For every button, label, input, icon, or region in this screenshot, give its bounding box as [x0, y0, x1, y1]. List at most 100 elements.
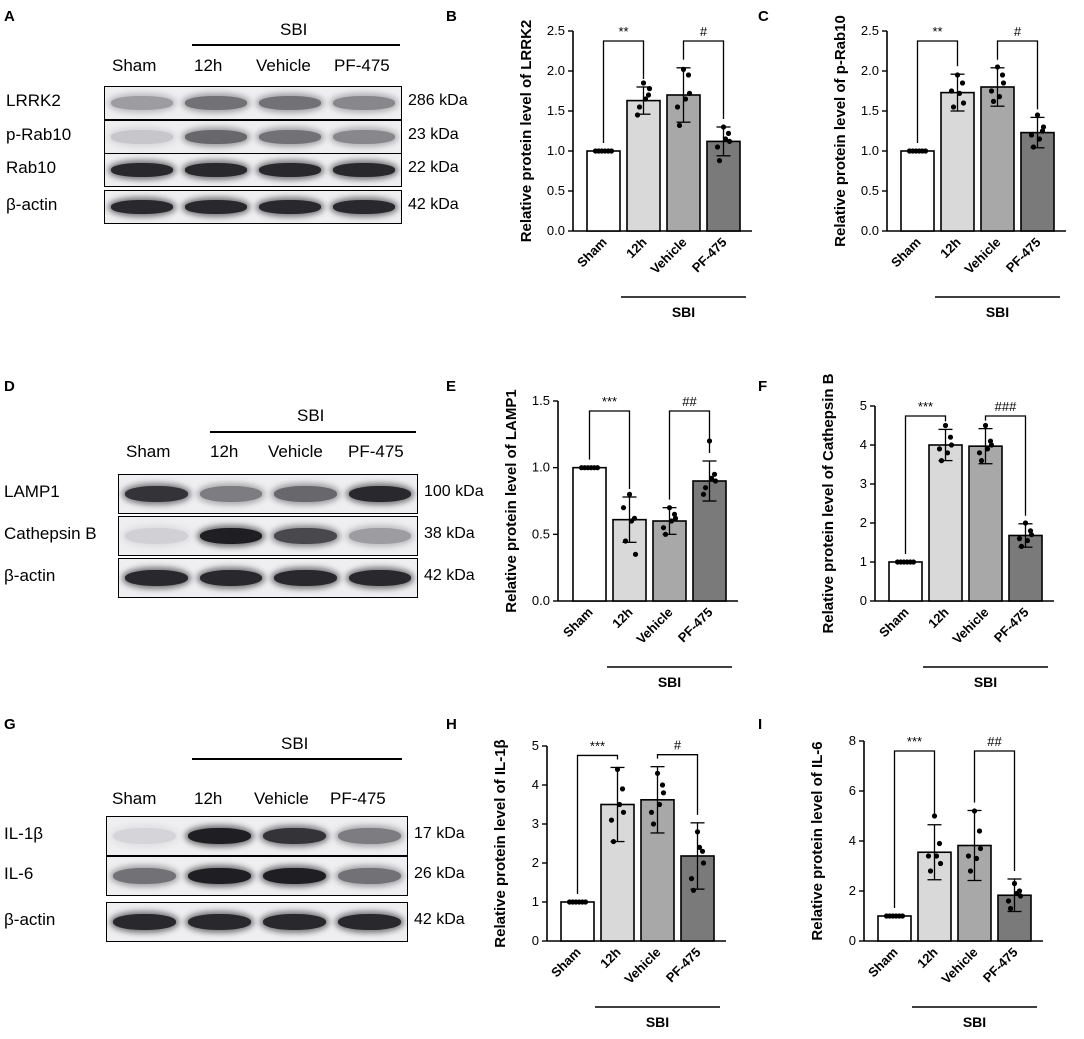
data-point [694, 829, 701, 835]
data-point [620, 809, 627, 815]
significance-bracket [904, 415, 947, 554]
y-tick-label: 1.5 [861, 103, 879, 118]
x-tick-label: Sham [865, 945, 901, 981]
data-point [636, 104, 643, 110]
data-point [722, 136, 729, 142]
y-axis-label: Relative protein level of LRRK2 [518, 20, 535, 243]
data-point [967, 868, 974, 874]
data-point [702, 485, 709, 491]
data-point [976, 828, 983, 834]
data-point [642, 96, 649, 102]
bar [968, 445, 1003, 602]
data-point [712, 478, 719, 484]
y-tick-label: 2 [532, 855, 539, 870]
data-point [1022, 520, 1029, 526]
significance-bracket [656, 754, 699, 815]
data-point [594, 465, 601, 471]
y-tick-label: 1 [532, 894, 539, 909]
significance-label: ### [995, 399, 1017, 414]
blot-kda-label: 17 kDa [414, 825, 465, 842]
blot-lane-label: Vehicle [254, 789, 309, 808]
bar [877, 915, 912, 942]
blot-band [338, 867, 401, 885]
blot-band [338, 827, 401, 845]
blot-lane-label: PF-475 [330, 789, 386, 808]
blot-band [338, 913, 401, 931]
data-point [696, 844, 703, 850]
data-point [626, 491, 633, 497]
western-blot-d: SBI Sham 12h Vehicle PF-475 LAMP1 100 kDa Cathe… [0, 370, 484, 610]
data-point [671, 511, 678, 517]
blot-group-line [210, 431, 416, 433]
blot-lane-label: 12h [210, 442, 239, 461]
data-point [925, 853, 932, 859]
y-tick-label: 4 [849, 833, 856, 848]
y-tick-label: 0.0 [861, 223, 879, 238]
panel-letter-d: D [4, 378, 15, 395]
western-blot-a: SBI Sham 12h Vehicle PF-475 LRRK2 286 kDa p-Rab… [0, 0, 468, 240]
data-point [1017, 893, 1024, 899]
data-point [978, 458, 985, 464]
y-tick-label: 2.5 [547, 23, 565, 38]
y-tick-label: 0 [532, 933, 539, 948]
data-point [622, 538, 629, 544]
data-point [690, 887, 697, 893]
bar [957, 844, 992, 942]
x-tick-label: PF-475 [980, 945, 1021, 986]
blot-row-label: Cathepsin B [4, 524, 97, 543]
data-point [656, 801, 663, 808]
data-point [711, 471, 718, 477]
data-point [1030, 144, 1037, 150]
group-label: SBI [672, 304, 695, 320]
significance-label: # [700, 24, 708, 39]
data-point [660, 790, 667, 796]
data-point [1034, 112, 1041, 118]
blot-strip [118, 558, 418, 598]
blot-kda-label: 23 kDa [408, 126, 459, 143]
blot-lane-label: Vehicle [268, 442, 323, 461]
y-axis-label: Relative protein level of p-Rab10 [832, 15, 849, 247]
data-point [720, 124, 727, 130]
blot-band [113, 827, 176, 845]
data-point [988, 442, 995, 448]
data-point [640, 80, 647, 86]
blot-band [125, 527, 188, 545]
x-tick-label: PF-475 [663, 945, 704, 986]
bar [560, 901, 595, 942]
data-point [648, 809, 655, 815]
y-tick-label: 5 [860, 398, 867, 413]
data-point [660, 525, 667, 531]
blot-band [333, 129, 395, 145]
data-point [699, 848, 706, 854]
blot-band [263, 913, 326, 931]
data-point [634, 112, 641, 118]
significance-label: ## [682, 394, 697, 409]
data-point [674, 104, 681, 110]
data-point [700, 491, 707, 497]
data-point [1039, 128, 1046, 134]
blot-kda-label: 42 kDa [414, 911, 465, 928]
blot-lane-label: Sham [112, 789, 157, 808]
blot-band [199, 485, 262, 503]
bar [680, 855, 715, 942]
y-tick-label: 2.0 [547, 63, 565, 78]
significance-bracket [668, 410, 711, 500]
data-point [582, 899, 589, 905]
x-tick-label: Sham [560, 605, 596, 641]
y-tick-label: 0.5 [547, 183, 565, 198]
blot-strip [106, 856, 408, 896]
significance-bracket [588, 410, 631, 489]
y-tick-label: 2 [849, 883, 856, 898]
x-tick-label: Vehicle [949, 605, 991, 647]
data-point [976, 450, 983, 456]
data-point [659, 782, 666, 788]
blot-lane-label: Vehicle [256, 56, 311, 75]
data-point [1013, 890, 1020, 897]
data-point [942, 422, 949, 429]
data-point [922, 148, 929, 154]
chart-f-cathepsin-b: 0 1 2 3 4 5 Relative protein level of Cathepsi… [820, 373, 1054, 690]
data-point [988, 88, 995, 94]
blot-kda-label: 26 kDa [414, 865, 465, 882]
data-point [608, 817, 615, 823]
significance-label: *** [918, 399, 933, 414]
